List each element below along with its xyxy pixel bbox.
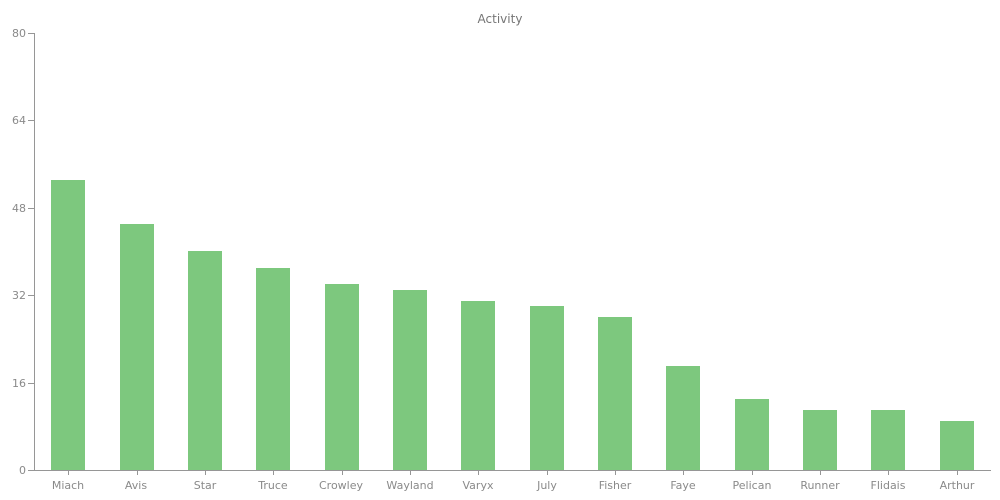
x-axis-category-label: Star	[193, 479, 217, 492]
y-axis-line	[34, 33, 35, 471]
x-axis-tick	[137, 471, 138, 475]
x-axis-category-label: Fisher	[598, 479, 632, 492]
x-axis-category-label: Flidais	[870, 479, 906, 492]
x-axis-tick	[615, 471, 616, 475]
x-axis-category-label: Varyx	[462, 479, 494, 492]
y-axis-tick-label: 16	[12, 377, 26, 390]
bar-pelican	[735, 399, 769, 470]
x-axis-category-label: Arthur	[939, 479, 975, 492]
bar-star	[188, 251, 222, 470]
x-axis-category-label: Crowley	[318, 479, 364, 492]
x-axis-tick	[205, 471, 206, 475]
chart-title: Activity	[477, 12, 523, 26]
bar-faye	[666, 366, 700, 470]
y-axis-tick-label: 32	[12, 289, 26, 302]
x-axis-tick	[752, 471, 753, 475]
x-axis-tick	[547, 471, 548, 475]
x-axis-category-label: Pelican	[732, 479, 772, 492]
x-axis-category-label: Truce	[258, 479, 288, 492]
y-axis-tick-label: 48	[12, 202, 26, 215]
bar-flidais	[871, 410, 905, 470]
y-axis-tick	[28, 120, 34, 121]
x-axis-tick	[410, 471, 411, 475]
y-axis-tick	[28, 208, 34, 209]
bar-wayland	[393, 290, 427, 470]
y-axis-tick-label: 0	[19, 464, 26, 477]
y-axis-tick	[28, 383, 34, 384]
bar-miach	[51, 180, 85, 470]
x-axis-line	[34, 470, 991, 471]
x-axis-tick	[683, 471, 684, 475]
x-axis-tick	[957, 471, 958, 475]
x-axis-category-label: Runner	[800, 479, 840, 492]
x-axis-category-label: Wayland	[386, 479, 434, 492]
x-axis-category-label: Miach	[51, 479, 85, 492]
x-axis-tick	[478, 471, 479, 475]
y-axis-tick-label: 80	[12, 27, 26, 40]
bar-fisher	[598, 317, 632, 470]
x-axis-category-label: Avis	[124, 479, 148, 492]
bar-truce	[256, 268, 290, 470]
x-axis-tick	[68, 471, 69, 475]
bar-runner	[803, 410, 837, 470]
bar-crowley	[325, 284, 359, 470]
x-axis-tick	[342, 471, 343, 475]
bar-arthur	[940, 421, 974, 470]
x-axis-tick	[820, 471, 821, 475]
x-axis-tick	[273, 471, 274, 475]
y-axis-tick-label: 64	[12, 114, 26, 127]
y-axis-tick	[28, 295, 34, 296]
x-axis-category-label: Faye	[670, 479, 696, 492]
y-axis-tick	[28, 33, 34, 34]
bar-varyx	[461, 301, 495, 470]
x-axis-tick	[888, 471, 889, 475]
y-axis-tick	[28, 470, 34, 471]
bar-avis	[120, 224, 154, 470]
x-axis-category-label: July	[537, 479, 557, 492]
bar-july	[530, 306, 564, 470]
